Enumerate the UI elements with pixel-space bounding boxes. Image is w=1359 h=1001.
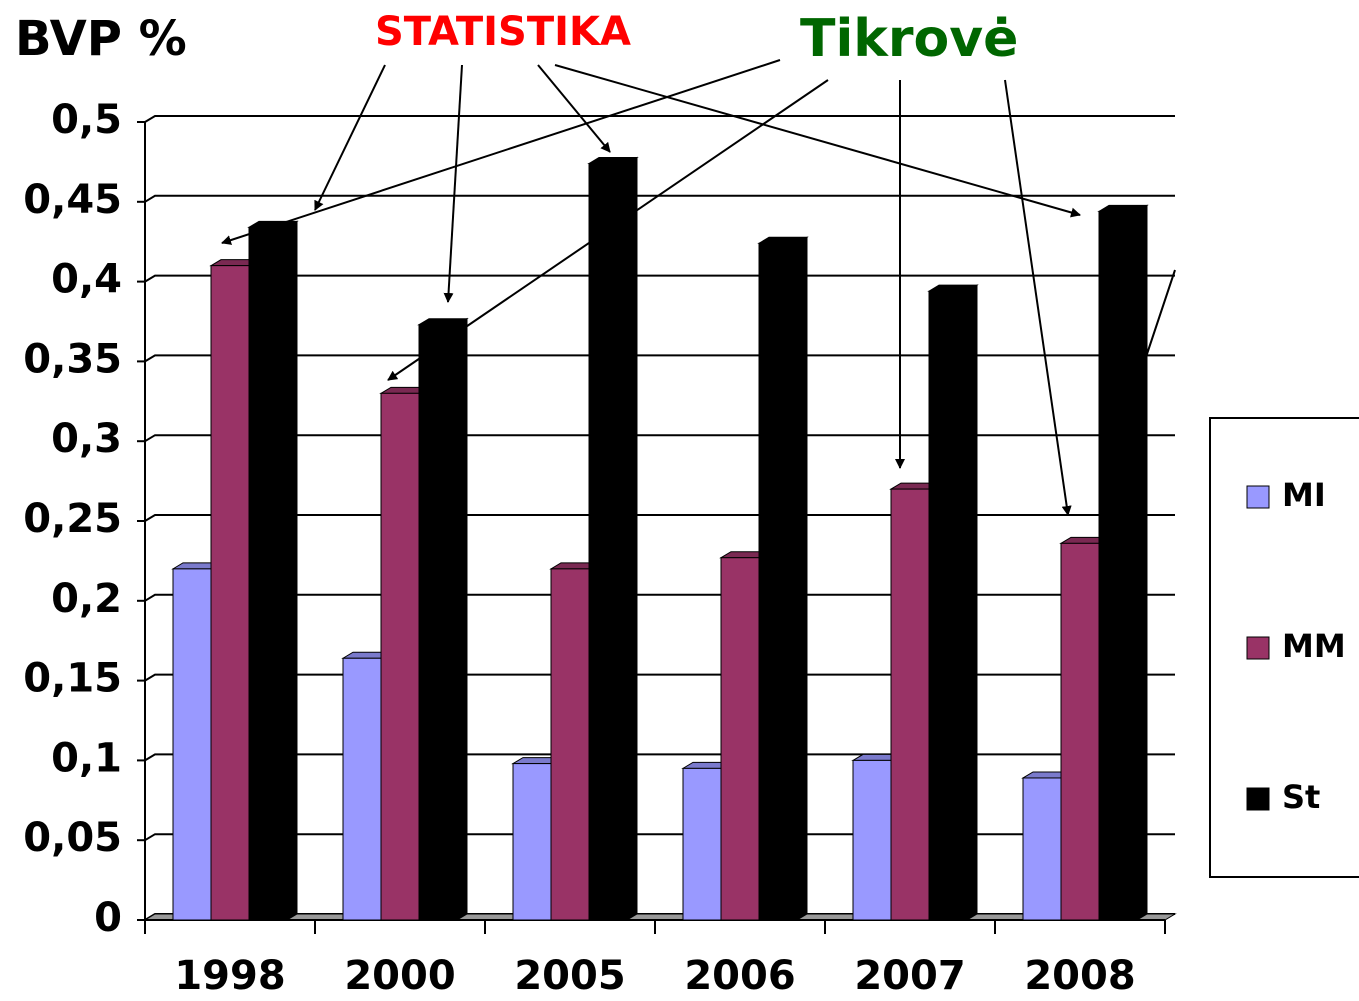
bar-side xyxy=(966,284,978,921)
grid-line xyxy=(144,673,1175,682)
bar xyxy=(380,392,420,921)
bar xyxy=(758,242,798,921)
grid-line xyxy=(144,274,1175,283)
x-tick-label: 1998 xyxy=(174,953,285,999)
bar xyxy=(210,265,250,921)
bar xyxy=(172,568,212,921)
y-tick-label: 0,35 xyxy=(23,336,122,382)
legend-swatch xyxy=(1246,636,1270,660)
bar-side xyxy=(626,156,638,921)
bar-side xyxy=(286,220,298,921)
y-tick-label: 0,45 xyxy=(23,177,122,223)
bar xyxy=(550,568,590,921)
arrow xyxy=(537,64,611,153)
y-tick-label: 0,2 xyxy=(51,576,122,622)
y-tick-label: 0,3 xyxy=(51,416,122,462)
arrow xyxy=(554,64,1081,218)
plot: 0 0,05 0,1 0,15 0,2 0,25 0,3 0,35 0,4 0,45 0,5 1998… xyxy=(23,97,1177,999)
y-tick-label: 0,1 xyxy=(51,735,122,781)
legend-label: St xyxy=(1282,778,1320,816)
bar xyxy=(928,290,968,921)
y-tick-label: 0,25 xyxy=(23,496,122,542)
grid-line xyxy=(144,753,1175,762)
arrow xyxy=(1004,79,1072,516)
y-tick-label: 0 xyxy=(94,895,122,941)
bar xyxy=(248,226,288,921)
bar xyxy=(1098,210,1138,921)
x-tick-label: 2007 xyxy=(854,953,965,999)
bar xyxy=(418,324,458,921)
grid-line xyxy=(144,593,1175,602)
grid-line xyxy=(144,833,1175,842)
bar xyxy=(852,759,892,921)
legend-label: MI xyxy=(1282,476,1326,514)
x-tick-label: 2000 xyxy=(344,953,455,999)
x-tick-label: 2006 xyxy=(684,953,795,999)
grid-line xyxy=(144,514,1175,522)
bar xyxy=(1060,542,1100,921)
y-tick-label: 0,4 xyxy=(51,257,122,303)
grid-line xyxy=(144,354,1175,363)
bar xyxy=(720,557,760,921)
y-tick-label: 0,5 xyxy=(51,97,122,143)
bar xyxy=(682,767,722,921)
arrow xyxy=(387,79,829,381)
arrow xyxy=(443,64,463,303)
grid-line xyxy=(144,115,1175,123)
x-tick-label: 2005 xyxy=(514,953,625,999)
chart-title: BVP % xyxy=(15,11,187,67)
y-tick-label: 0,15 xyxy=(23,656,122,702)
bar-side xyxy=(456,317,468,921)
annotation: Tikrovė xyxy=(800,9,1018,69)
arrow xyxy=(221,59,781,245)
legend xyxy=(1209,417,1359,878)
y-tick-label: 0,05 xyxy=(23,815,122,861)
legend-label: MM xyxy=(1282,627,1346,665)
bar-side xyxy=(796,236,808,921)
bar-side xyxy=(1136,204,1148,921)
x-tick-label: 2008 xyxy=(1024,953,1135,999)
legend-swatch xyxy=(1246,787,1270,811)
grid-line xyxy=(144,194,1175,203)
bar xyxy=(890,488,930,921)
line xyxy=(1144,269,1176,361)
bar xyxy=(588,162,628,921)
grid-line xyxy=(144,434,1175,443)
bar xyxy=(1022,777,1062,921)
legend-swatch xyxy=(1246,485,1270,509)
bar xyxy=(342,657,382,921)
arrows xyxy=(221,59,1176,516)
annotation: STATISTIKA xyxy=(375,9,631,55)
arrow xyxy=(314,64,386,211)
bar xyxy=(512,763,552,921)
